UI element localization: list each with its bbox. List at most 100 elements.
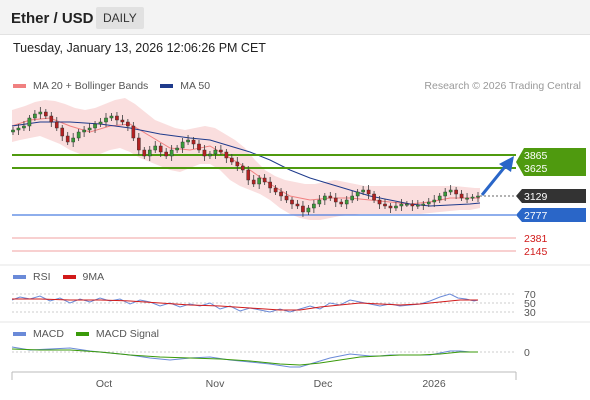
period-button[interactable]: DAILY [96,7,144,29]
candle-body [16,127,21,131]
macd-swatch [13,332,26,336]
candle-body [65,135,70,143]
candle-body [120,119,125,123]
candle-body [279,191,283,197]
rsi-level-70: 70 [524,289,536,301]
candle-body [93,123,97,129]
candle-body [213,149,218,155]
macd-signal-line [11,348,478,366]
candle-body [437,195,442,201]
candle-body [38,111,43,115]
level-label-3865: 3865 [524,150,548,162]
rsi-level-30: 30 [524,307,536,319]
candle-body [54,121,59,129]
candle-body [268,181,272,189]
macd-panel: 0 [11,346,530,368]
candle-body [339,201,344,205]
rsi-panel: 70 50 30 [11,289,536,319]
x-tick-dec: Dec [314,378,333,390]
candle-body [251,179,256,185]
candle-body [147,149,152,157]
candle-body [33,113,37,119]
candle-body [355,191,360,197]
x-tick-oct: Oct [96,378,112,390]
candle-body [301,205,305,213]
candle-body [224,151,229,159]
macd-legend: MACD MACD Signal [13,328,171,340]
x-tick-2026: 2026 [422,378,446,390]
candle-body [465,197,469,200]
rsi-level-50: 50 [524,298,536,310]
candle-body [22,125,26,129]
candle-body [235,161,240,167]
candle-body [323,195,327,201]
candle-body [186,139,190,143]
candle-body [137,137,141,151]
legend-label: MACD Signal [95,328,159,340]
candle-body [470,196,475,199]
candle-body [394,205,398,209]
level-label-3129: 3129 [524,191,548,203]
candle-body [246,169,251,181]
legend-ma50: MA 50 [160,80,210,92]
candle-body [448,189,453,193]
label-2777-tag [516,208,586,222]
candle-body [98,121,103,125]
candle-body [109,115,114,119]
candle-body [197,143,201,151]
chart-header: Ether / USD DAILY [0,0,590,35]
level-label-2145: 2145 [524,246,548,258]
candle-body [262,177,267,183]
credit-text: Research © 2026 Trading Central [424,80,581,92]
legend-label: MA 20 + Bollinger Bands [33,80,149,92]
candle-body [230,157,234,163]
rsi-9ma-swatch [62,275,76,279]
candle-body [115,115,119,121]
candle-body [366,189,371,195]
bollinger-band [12,98,480,220]
candle-body [372,193,376,201]
candle-body [459,193,464,199]
candle-body [333,197,338,203]
legend-rsi-9ma: 9MA [62,271,104,283]
level-label-3625: 3625 [524,163,548,175]
candle-body [312,203,316,209]
macd-line [11,346,478,368]
candle-body [169,149,174,157]
candle-body [306,207,311,213]
candle-body [49,115,54,123]
candle-body [388,205,393,209]
candle-body [328,195,333,199]
candle-body [164,151,168,157]
instrument-title: Ether / USD [11,10,94,27]
main-legend: MA 20 + Bollinger Bands MA 50 [13,80,222,92]
legend-rsi: RSI [13,271,51,283]
candle-body [399,203,404,207]
x-axis: Oct Nov Dec 2026 [11,371,517,390]
candle-body [361,189,365,193]
candle-body [317,199,322,205]
x-tick-nov: Nov [206,378,225,390]
candle-body [60,127,65,137]
candle-body [87,127,92,131]
candle-body [295,203,300,207]
ma50-line [11,121,481,207]
candle-body [443,191,447,197]
candle-body [153,145,158,151]
legend-macd-signal: MACD Signal [75,328,159,340]
legend-label: MA 50 [180,80,211,92]
candle-body [273,187,278,193]
candle-body [383,203,387,207]
price-labels: 3865 3625 3129 2777 2381 2145 [516,148,586,258]
candle-body [416,204,420,207]
timestamp: Tuesday, January 13, 2026 12:06:26 PM CE… [13,41,266,55]
candle-body [104,117,108,123]
candle-body [410,203,415,207]
candle-body [202,149,207,157]
ma50-swatch [160,84,174,88]
legend-macd: MACD [13,328,64,340]
candle-body [71,137,75,143]
legend-ma20-bollinger: MA 20 + Bollinger Bands [13,80,148,92]
candle-body [180,141,185,149]
forecast-arrow [480,156,514,196]
